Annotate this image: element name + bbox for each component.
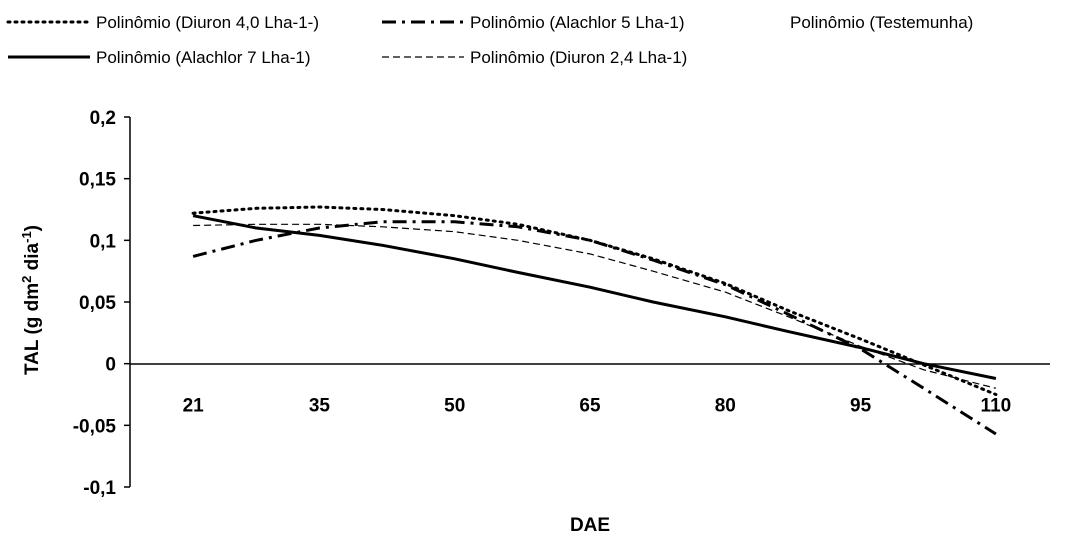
x-tick-label: 110 (981, 396, 1012, 417)
x-tick-label: 35 (309, 396, 331, 417)
y-axis-title-end: ) (22, 225, 43, 231)
series-line-3 (192, 214, 997, 380)
series-line-4 (193, 223, 997, 389)
y-tick-label: 0,15 (79, 170, 116, 191)
y-tick-label: 0 (105, 355, 116, 376)
x-tick-label: 80 (715, 396, 736, 417)
series-line-0 (191, 205, 998, 396)
legend-label-1: Polinômio (Alachlor 5 Lha-1) (470, 13, 685, 32)
series-lines (191, 205, 998, 436)
y-tick-label: -0,05 (73, 416, 117, 437)
x-axis-title: DAE (570, 515, 610, 536)
y-axis-title-main: TAL (g dm (22, 283, 43, 375)
legend-label-0: Polinômio (Diuron 4,0 Lha-1-) (96, 13, 319, 32)
legend-label-2: Polinômio (Testemunha) (790, 13, 973, 32)
y-axis-title-sup2: -1 (19, 231, 34, 243)
x-tick-label: 65 (579, 396, 601, 417)
y-axis-title-sup1: 2 (19, 276, 34, 283)
y-tick-label: 0,05 (79, 293, 116, 314)
x-tick-label: 21 (183, 396, 205, 417)
x-tick-label: 95 (850, 396, 872, 417)
y-ticks: 0,2 0,15 0,1 0,05 0 -0,05 -0,1 (73, 108, 130, 499)
y-axis-title: TAL (g dm2 dia-1) (19, 225, 44, 375)
y-axis-title-mid: dia (22, 242, 43, 275)
x-tick-label: 50 (444, 396, 465, 417)
x-ticks: 21 35 50 65 80 95 110 (183, 396, 1012, 417)
y-tick-label: -0,1 (83, 478, 116, 499)
series-line-1 (192, 220, 997, 436)
y-tick-label: 0,1 (90, 231, 117, 252)
y-tick-label: 0,2 (90, 108, 116, 129)
legend: Polinômio (Diuron 4,0 Lha-1-) Polinômio (… (6, 13, 973, 67)
legend-label-4: Polinômio (Diuron 2,4 Lha-1) (470, 48, 687, 67)
legend-label-3: Polinômio (Alachlor 7 Lha-1) (96, 48, 311, 67)
plot-area: 0,2 0,15 0,1 0,05 0 -0,05 -0,1 21 35 50 65 80 95 110 (73, 108, 1050, 499)
